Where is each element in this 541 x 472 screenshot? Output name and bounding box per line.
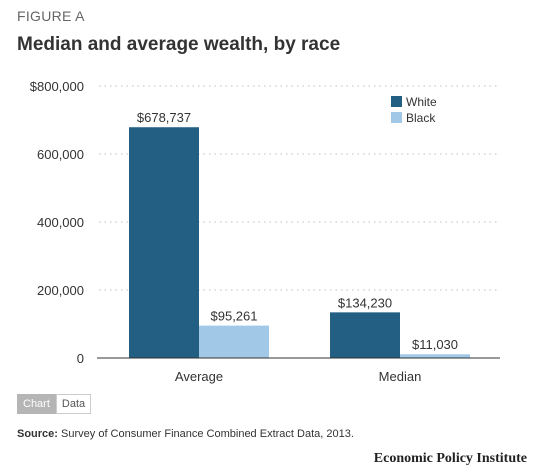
legend-label-white: White	[406, 95, 437, 109]
data-label: $95,261	[211, 309, 258, 324]
source-text: Survey of Consumer Finance Combined Extr…	[61, 428, 354, 440]
x-tick-label: Average	[175, 369, 223, 384]
bar-white-median	[330, 312, 400, 358]
data-label: $11,030	[412, 337, 458, 352]
figure-label: FIGURE A	[17, 8, 85, 24]
bar-black-median	[400, 354, 470, 358]
view-tabs: Chart Data	[17, 394, 92, 414]
legend-swatch-white	[391, 96, 402, 107]
y-tick-label: 200,000	[37, 283, 84, 298]
y-tick-label: 0	[77, 351, 84, 366]
y-tick-label: 400,000	[37, 215, 84, 230]
source-label: Source:	[17, 428, 58, 440]
bar-black-average	[199, 325, 269, 358]
brand-logo: Economic Policy Institute	[373, 451, 527, 466]
y-tick-label: 600,000	[37, 147, 84, 162]
bar-chart: 0 200,000 400,000 600,000 $800,000 $678,737 $9…	[30, 79, 500, 384]
tab-data[interactable]: Data	[55, 394, 92, 414]
tab-chart[interactable]: Chart	[17, 394, 56, 414]
legend-label-black: Black	[406, 111, 436, 125]
legend-swatch-black	[391, 112, 402, 123]
y-tick-label: $800,000	[30, 79, 84, 94]
data-label: $134,230	[338, 295, 392, 310]
source-note: Source: Survey of Consumer Finance Combi…	[17, 428, 354, 440]
bar-white-average	[129, 127, 199, 358]
x-tick-label: Median	[379, 369, 422, 384]
data-label: $678,737	[137, 110, 191, 125]
chart-title: Median and average wealth, by race	[17, 34, 341, 55]
